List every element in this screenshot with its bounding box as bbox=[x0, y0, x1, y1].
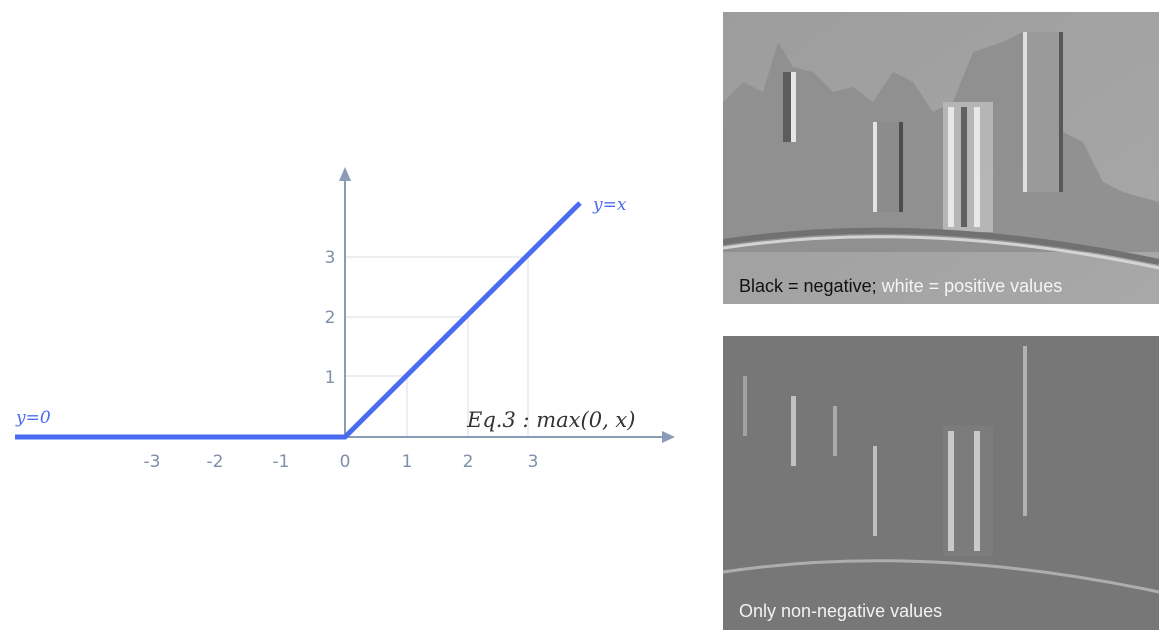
left-line-label: y=0 bbox=[15, 408, 51, 428]
x-tick-neg1: -1 bbox=[273, 452, 290, 472]
x-tick-neg3: -3 bbox=[144, 452, 161, 472]
right-line-label: y=x bbox=[592, 195, 627, 215]
feature-map-relu-texture bbox=[723, 336, 1159, 630]
x-tick-neg2: -2 bbox=[207, 452, 224, 472]
relu-diagram: -3 -2 -1 0 1 2 3 3 2 1 y=0 y=x Eq.3 : ma… bbox=[15, 167, 675, 472]
equation-label: Eq.3 : max(0, x) bbox=[466, 408, 635, 432]
x-axis-arrow bbox=[662, 431, 675, 443]
relu-caption: Only non-negative values bbox=[739, 601, 943, 621]
feature-map-raw-texture bbox=[723, 12, 1159, 304]
x-tick-3: 3 bbox=[528, 452, 539, 472]
relu-line bbox=[15, 201, 582, 440]
raw-caption-negative: Black = negative; bbox=[739, 275, 877, 296]
feature-map-relu-image: Only non-negative values bbox=[723, 336, 1159, 630]
y-tick-3: 3 bbox=[325, 248, 336, 268]
x-tick-2: 2 bbox=[463, 452, 474, 472]
x-tick-1: 1 bbox=[402, 452, 413, 472]
guide-lines bbox=[345, 256, 529, 437]
x-tick-0: 0 bbox=[340, 452, 351, 472]
y-tick-2: 2 bbox=[325, 308, 336, 328]
y-axis-arrow bbox=[339, 167, 351, 181]
raw-caption: Black = negative; white = positive value… bbox=[723, 268, 1159, 304]
y-tick-1: 1 bbox=[325, 368, 336, 388]
raw-caption-positive: white = positive values bbox=[881, 275, 1063, 296]
feature-map-raw-image: Black = negative; white = positive value… bbox=[723, 12, 1159, 304]
